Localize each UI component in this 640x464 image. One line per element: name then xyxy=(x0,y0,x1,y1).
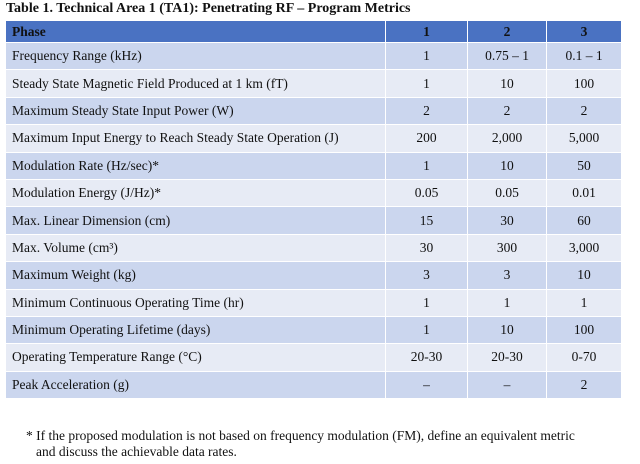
value-cell: 300 xyxy=(467,233,547,263)
label-cell: Max. Linear Dimension (cm) xyxy=(5,206,386,235)
value-cell: 0.05 xyxy=(385,178,468,208)
value-cell: 1 xyxy=(385,288,468,317)
label-cell: Modulation Rate (Hz/sec)* xyxy=(5,151,386,180)
value-cell: 1 xyxy=(385,69,468,98)
value-cell: 5,000 xyxy=(546,124,622,153)
value-cell: 60 xyxy=(546,206,622,235)
label-cell: Minimum Continuous Operating Time (hr) xyxy=(5,288,386,317)
value-cell: 0.1 – 1 xyxy=(546,41,622,71)
table-row: Modulation Energy (J/Hz)* 0.05 0.05 0.01 xyxy=(5,178,622,208)
value-cell: 2 xyxy=(546,370,622,400)
value-cell: 10 xyxy=(467,151,547,180)
value-cell: – xyxy=(385,370,468,400)
table-row: Maximum Weight (kg) 3 3 10 xyxy=(5,261,622,290)
label-cell: Frequency Range (kHz) xyxy=(5,41,386,71)
header-cell: Phase xyxy=(5,20,386,43)
value-cell: 1 xyxy=(546,288,622,317)
footnote: * If the proposed modulation is not base… xyxy=(26,428,575,460)
table-row: Operating Temperature Range (°C) 20-30 20-… xyxy=(5,343,622,372)
table-row: Maximum Steady State Input Power (W) 2 2 2 xyxy=(5,96,622,126)
label-cell: Steady State Magnetic Field Produced at … xyxy=(5,69,386,98)
table-row: Maximum Input Energy to Reach Steady Sta… xyxy=(5,124,622,153)
table-title: Table 1. Technical Area 1 (TA1): Penetra… xyxy=(6,1,411,16)
value-cell: 3 xyxy=(467,261,547,290)
table-row: Modulation Rate (Hz/sec)* 1 10 50 xyxy=(5,151,622,180)
value-cell: 0-70 xyxy=(546,343,622,372)
value-cell: 1 xyxy=(467,288,547,317)
value-cell: 3,000 xyxy=(546,233,622,263)
table-row: Minimum Continuous Operating Time (hr) 1 1… xyxy=(5,288,622,317)
value-cell: 1 xyxy=(385,315,468,345)
value-cell: 200 xyxy=(385,124,468,153)
header-cell: 1 xyxy=(385,20,468,43)
table-row: Max. Volume (cm³) 30 300 3,000 xyxy=(5,233,622,263)
value-cell: 0.75 – 1 xyxy=(467,41,547,71)
header-cell: 3 xyxy=(546,20,622,43)
footnote-line: and discuss the achievable data rates. xyxy=(36,444,237,459)
table-row: Peak Acceleration (g) – –2 xyxy=(5,370,622,400)
header-cell: 2 xyxy=(467,20,547,43)
value-cell: 0.01 xyxy=(546,178,622,208)
value-cell: 1 xyxy=(385,151,468,180)
value-cell: 0.05 xyxy=(467,178,547,208)
value-cell: 1 xyxy=(385,41,468,71)
value-cell: 100 xyxy=(546,315,622,345)
value-cell: 10 xyxy=(467,69,547,98)
value-cell: 30 xyxy=(385,233,468,263)
metrics-table: Phase 1 2 3 Frequency Range (kHz) 1 0.75 – 1 0.… xyxy=(5,20,622,400)
table-row: Minimum Operating Lifetime (days) 1 10 100 xyxy=(5,315,622,345)
value-cell: 2 xyxy=(385,96,468,126)
label-cell: Maximum Weight (kg) xyxy=(5,261,386,290)
value-cell: 3 xyxy=(385,261,468,290)
table-body: Phase 1 2 3 Frequency Range (kHz) 1 0.75 – 1 0.… xyxy=(5,20,622,400)
value-cell: 2,000 xyxy=(467,124,547,153)
table-row: Frequency Range (kHz) 1 0.75 – 1 0.1 – 1 xyxy=(5,41,622,71)
value-cell: 20-30 xyxy=(467,343,547,372)
value-cell: 2 xyxy=(546,96,622,126)
label-cell: Maximum Input Energy to Reach Steady Sta… xyxy=(5,124,386,153)
value-cell: 10 xyxy=(546,261,622,290)
value-cell: 100 xyxy=(546,69,622,98)
header-row: Phase 1 2 3 xyxy=(5,20,622,43)
value-cell: 15 xyxy=(385,206,468,235)
value-cell: 2 xyxy=(467,96,547,126)
value-cell: 10 xyxy=(467,315,547,345)
label-cell: Max. Volume (cm³) xyxy=(5,233,386,263)
value-cell: – xyxy=(467,370,547,400)
label-cell: Peak Acceleration (g) xyxy=(5,370,386,400)
label-cell: Modulation Energy (J/Hz)* xyxy=(5,178,386,208)
value-cell: 20-30 xyxy=(385,343,468,372)
label-cell: Minimum Operating Lifetime (days) xyxy=(5,315,386,345)
value-cell: 50 xyxy=(546,151,622,180)
table-row: Steady State Magnetic Field Produced at … xyxy=(5,69,622,98)
label-cell: Operating Temperature Range (°C) xyxy=(5,343,386,372)
footnote-line: * If the proposed modulation is not base… xyxy=(26,428,575,443)
label-cell: Maximum Steady State Input Power (W) xyxy=(5,96,386,126)
table-row: Max. Linear Dimension (cm) 15 30 60 xyxy=(5,206,622,235)
value-cell: 30 xyxy=(467,206,547,235)
